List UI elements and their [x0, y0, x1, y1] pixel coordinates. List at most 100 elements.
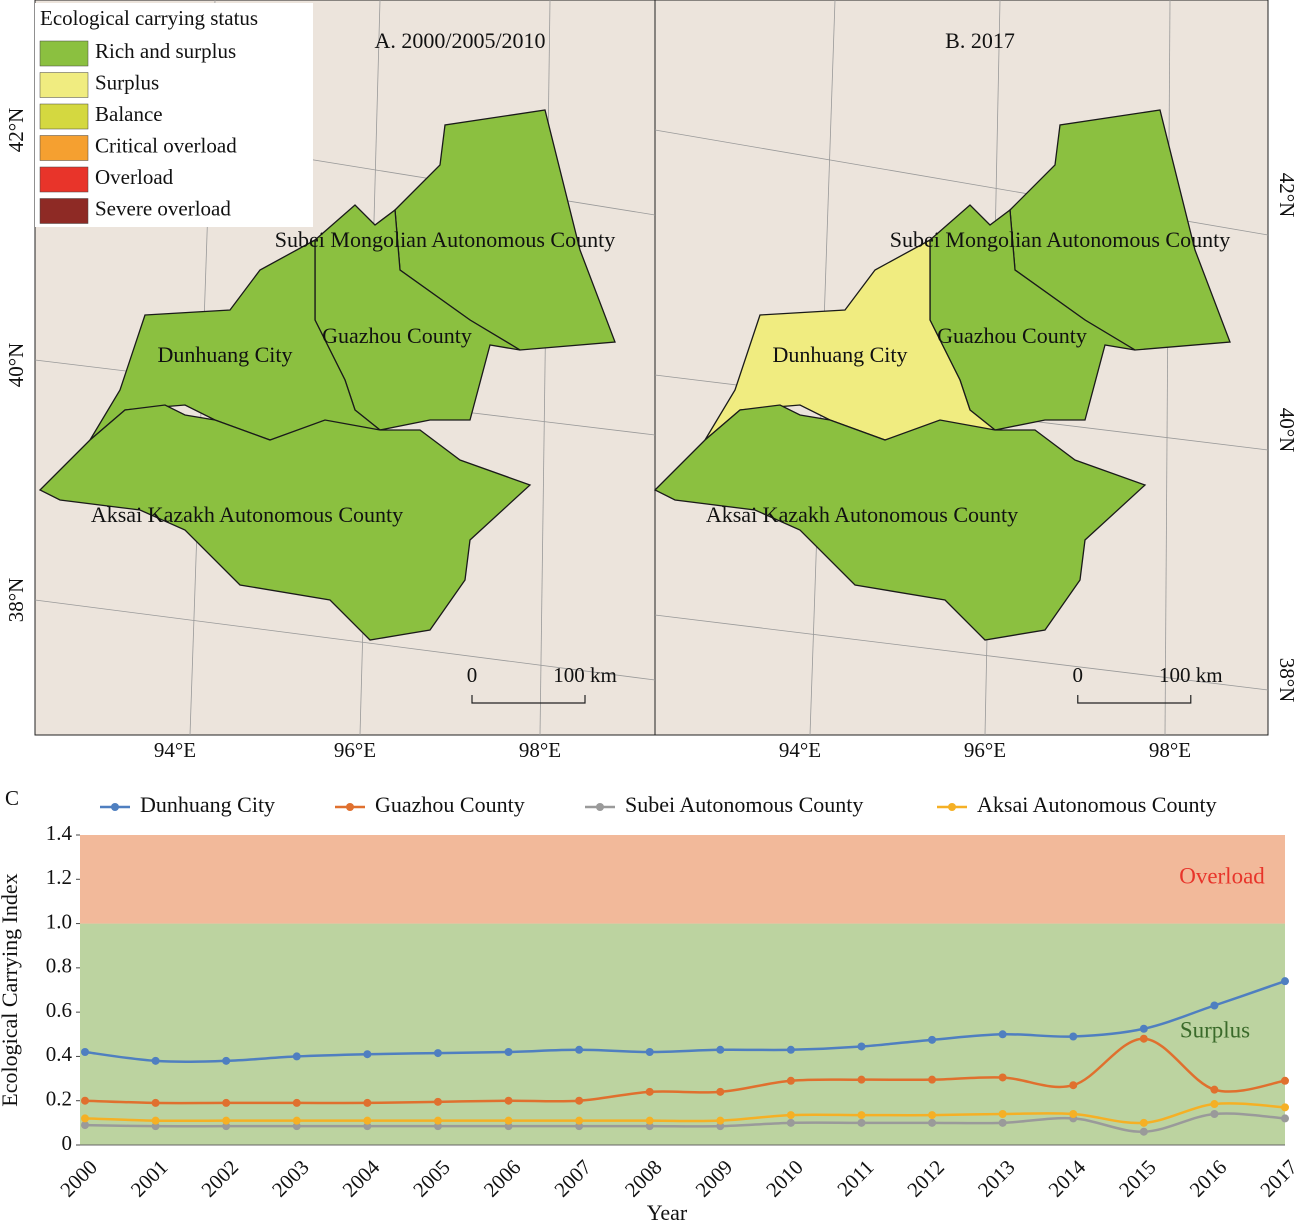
- x-tick-label: 2012: [902, 1155, 949, 1202]
- region-label: Aksai Kazakh Autonomous County: [706, 502, 1018, 527]
- point: [433, 1122, 442, 1131]
- point: [504, 1096, 513, 1105]
- point: [575, 1045, 584, 1054]
- point: [81, 1048, 89, 1056]
- point: [1069, 1032, 1078, 1041]
- x-tick-label: 2013: [973, 1155, 1020, 1202]
- x-tick-label: 2001: [126, 1155, 173, 1202]
- legend-dot: [346, 803, 354, 811]
- point: [645, 1116, 654, 1125]
- point: [998, 1073, 1007, 1082]
- y-tick-label: 0.4: [46, 1042, 73, 1066]
- point: [504, 1116, 513, 1125]
- series-line: [84, 979, 1286, 1063]
- region-label: Aksai Kazakh Autonomous County: [91, 502, 403, 527]
- point: [575, 1122, 584, 1131]
- lon-label: 98°E: [519, 738, 561, 762]
- point: [222, 1056, 231, 1065]
- x-tick-label: 2003: [267, 1155, 314, 1202]
- region: [38, 404, 532, 641]
- legend-dot: [111, 803, 119, 811]
- y-tick-label: 0.2: [46, 1087, 72, 1111]
- point: [1281, 977, 1289, 986]
- region-label: Subei Mongolian Autonomous County: [890, 227, 1230, 252]
- band-label: Overload: [1179, 863, 1265, 888]
- point: [786, 1111, 795, 1120]
- point: [928, 1035, 937, 1044]
- region-label: Guazhou County: [937, 323, 1087, 348]
- point: [786, 1118, 795, 1127]
- point: [716, 1116, 725, 1125]
- point: [433, 1049, 442, 1058]
- point: [645, 1087, 654, 1096]
- point: [1139, 1127, 1148, 1136]
- point: [645, 1048, 654, 1056]
- point: [857, 1075, 866, 1084]
- point: [81, 1121, 89, 1130]
- point: [151, 1122, 160, 1131]
- point: [433, 1097, 442, 1106]
- point: [81, 1096, 89, 1105]
- legend-label: Guazhou County: [375, 792, 525, 817]
- y-axis-label: Ecological Carrying Index: [0, 873, 22, 1106]
- lon-label: 94°E: [154, 738, 196, 762]
- maps: Subei Mongolian Autonomous County Guazhou…: [4, 3, 1299, 762]
- region: [653, 404, 1147, 641]
- y-tick-label: 0: [62, 1131, 73, 1155]
- lon-label: 96°E: [964, 738, 1006, 762]
- legend-swatch: [39, 40, 89, 67]
- point: [1281, 1103, 1289, 1112]
- region-label: Dunhuang City: [772, 342, 907, 367]
- y-tick-label: 0.8: [46, 954, 72, 978]
- legend-label: Severe overload: [95, 196, 231, 220]
- region-label: Dunhuang City: [157, 342, 292, 367]
- x-tick-label: 2015: [1114, 1155, 1161, 1202]
- point: [928, 1111, 937, 1120]
- point: [857, 1042, 866, 1051]
- band: [80, 923, 1285, 1145]
- legend-swatch: [39, 72, 89, 98]
- point: [1281, 1076, 1289, 1085]
- lat-label: 42°N: [4, 108, 28, 153]
- point: [1281, 1114, 1289, 1123]
- point: [716, 1045, 725, 1054]
- legend-label: Balance: [95, 102, 163, 126]
- point: [998, 1030, 1007, 1039]
- scale-length: 100 km: [1159, 663, 1223, 687]
- series-line: [84, 1112, 1286, 1133]
- region-label: Guazhou County: [322, 323, 472, 348]
- panel-label: C: [5, 786, 19, 810]
- point: [1210, 1085, 1219, 1094]
- point: [1210, 1100, 1219, 1109]
- point: [1069, 1110, 1078, 1118]
- y-tick-label: 1.4: [46, 821, 73, 845]
- point: [222, 1098, 231, 1107]
- legend-swatch: [39, 198, 89, 224]
- x-tick-label: 2011: [832, 1155, 878, 1201]
- point: [857, 1118, 866, 1127]
- point: [504, 1048, 513, 1056]
- lat-label: 38°N: [1275, 658, 1299, 703]
- y-tick-label: 1.2: [46, 865, 72, 889]
- scale-length: 100 km: [553, 663, 617, 687]
- point: [1210, 1001, 1219, 1010]
- lat-label: 40°N: [4, 343, 28, 388]
- point: [433, 1116, 442, 1125]
- x-tick-label: 2009: [691, 1155, 738, 1202]
- y-tick-label: 0.6: [46, 998, 72, 1022]
- panel-title: A. 2000/2005/2010: [374, 28, 545, 53]
- x-tick-label: 2017: [1255, 1155, 1300, 1202]
- point: [504, 1122, 513, 1131]
- legend-label: Critical overload: [95, 133, 237, 157]
- point: [292, 1098, 301, 1107]
- point: [363, 1116, 372, 1125]
- x-tick-label: 2007: [549, 1155, 596, 1202]
- x-axis-label: Year: [647, 1200, 688, 1225]
- point: [998, 1118, 1007, 1127]
- point: [786, 1045, 795, 1054]
- point: [151, 1098, 160, 1107]
- x-tick-label: 2016: [1185, 1155, 1232, 1202]
- scale-bar: [471, 695, 586, 704]
- lat-label: 38°N: [4, 578, 28, 623]
- series-line: [84, 1102, 1286, 1125]
